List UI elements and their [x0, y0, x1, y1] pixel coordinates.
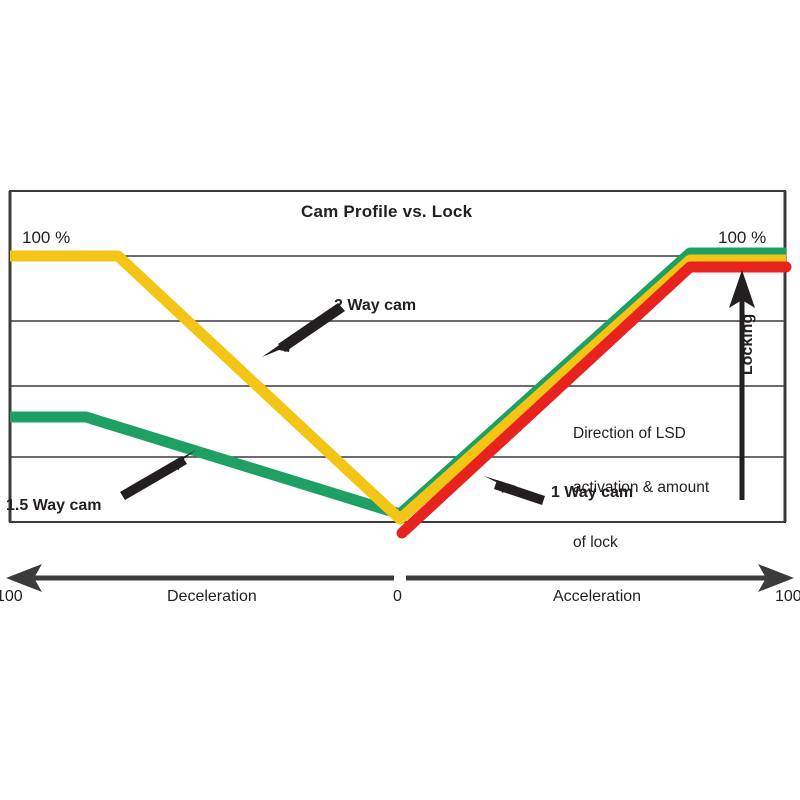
axis-tick-left-100: 100 [0, 588, 23, 605]
y-label-left-100: 100 % [22, 228, 71, 247]
lsd-note-line-2: activation & amount [573, 479, 710, 497]
horizontal-axis [6, 564, 794, 592]
axis-tick-zero: 0 [393, 588, 402, 605]
plot-frame-sides [8, 191, 787, 522]
annotation-1-way-cam: 1 Way cam [551, 484, 634, 501]
lsd-note-line-1: Direction of LSD [573, 424, 686, 442]
locking-arrow [729, 270, 755, 500]
lsd-note-line-3: of lock [573, 534, 618, 552]
y-label-right-100: 100 % [718, 228, 767, 247]
axis-label-acceleration: Acceleration [553, 588, 642, 605]
annotation-1-5-way-cam: 1.5 Way cam [6, 497, 102, 514]
annotation-arrows [120, 303, 545, 505]
series-2-way-cam [10, 250, 786, 525]
annotation-2-way-cam: 2 Way cam [334, 297, 417, 314]
series-1-way-cam [396, 261, 792, 539]
annotation-lsd-direction: Direction of LSD activation & amount of … [573, 388, 709, 589]
axis-tick-right-100: 100 [775, 588, 800, 605]
chart-title: Cam Profile vs. Lock [301, 202, 473, 221]
axis-label-deceleration: Deceleration [167, 588, 257, 605]
y-axis-label-locking: Locking [739, 313, 757, 376]
